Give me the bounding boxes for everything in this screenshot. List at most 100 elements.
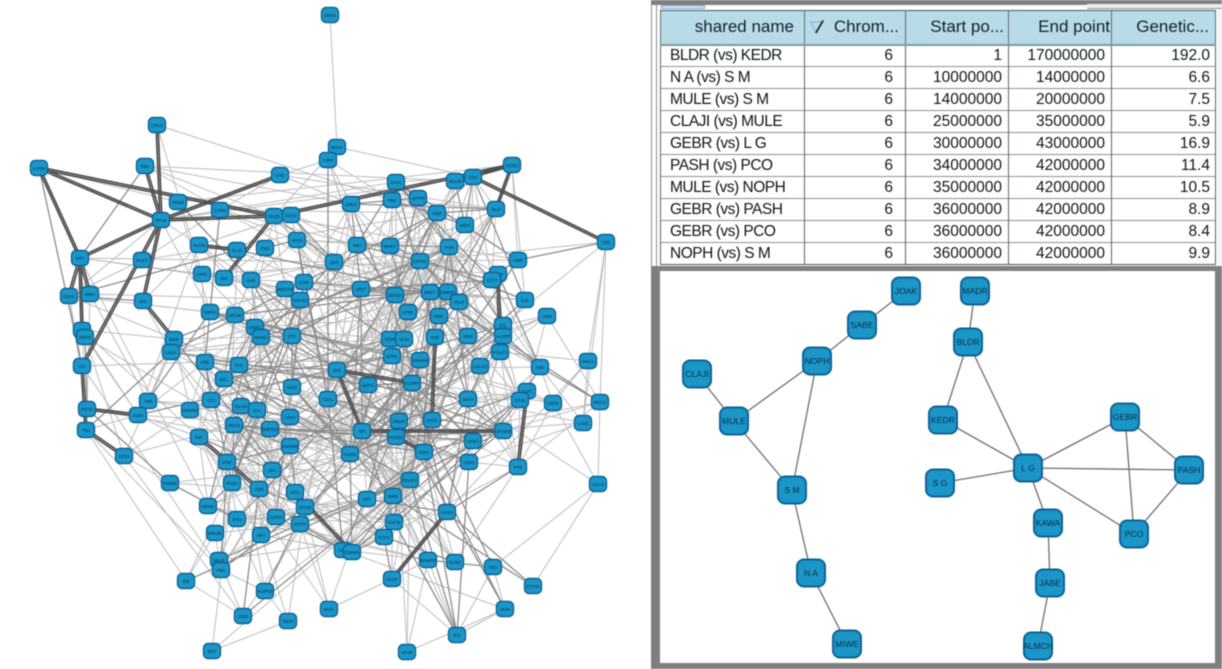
svg-text:LHOM: LHOM xyxy=(33,166,46,171)
svg-text:WNHRL: WNHRL xyxy=(207,531,223,536)
svg-text:PPB: PPB xyxy=(514,465,523,470)
svg-text:CHCL: CHCL xyxy=(390,180,402,185)
svg-text:TBOO: TBOO xyxy=(282,619,295,624)
svg-text:PBK: PBK xyxy=(217,568,226,573)
svg-text:KWFK: KWFK xyxy=(249,325,261,330)
svg-text:SABE: SABE xyxy=(851,320,874,330)
svg-text:AWIS: AWIS xyxy=(133,413,144,418)
svg-text:JPSF: JPSF xyxy=(222,460,233,465)
svg-text:TDAT: TDAT xyxy=(454,300,465,305)
svg-text:DTB: DTB xyxy=(276,173,285,178)
svg-text:FJRP: FJRP xyxy=(323,158,334,163)
svg-text:HWCU: HWCU xyxy=(581,359,594,364)
svg-text:TBJ: TBJ xyxy=(82,428,89,433)
svg-text:BLDR: BLDR xyxy=(957,337,980,347)
svg-text:MULE: MULE xyxy=(722,416,746,426)
svg-text:URARM: URARM xyxy=(495,429,511,434)
svg-text:RTF: RTF xyxy=(363,497,372,502)
svg-text:EIDR: EIDR xyxy=(385,337,395,342)
svg-text:JBA: JBA xyxy=(220,276,228,281)
svg-text:UORL: UORL xyxy=(402,310,414,315)
svg-text:MDUR: MDUR xyxy=(449,179,462,184)
svg-text:MKSE: MKSE xyxy=(213,558,225,563)
svg-text:MGI: MGI xyxy=(139,299,147,304)
svg-text:OLJA: OLJA xyxy=(232,248,243,253)
svg-text:GEFF: GEFF xyxy=(547,401,559,406)
svg-text:RWE: RWE xyxy=(434,314,444,319)
svg-text:N A: N A xyxy=(804,568,818,578)
svg-text:ELMS: ELMS xyxy=(449,560,461,565)
svg-text:HPJ: HPJ xyxy=(257,533,265,538)
svg-text:KKPK: KKPK xyxy=(386,354,397,359)
svg-text:RSO: RSO xyxy=(260,246,270,251)
svg-text:AFEL: AFEL xyxy=(290,490,301,495)
svg-text:RCOEK: RCOEK xyxy=(389,435,404,440)
svg-text:KLNO: KLNO xyxy=(285,213,297,218)
svg-text:TWK: TWK xyxy=(143,399,153,404)
svg-text:OCEP: OCEP xyxy=(386,577,398,582)
svg-text:UDFSK: UDFSK xyxy=(388,293,402,298)
svg-text:BWR: BWR xyxy=(388,494,398,499)
svg-text:DNNH: DNNH xyxy=(393,419,405,424)
svg-text:CHRM: CHRM xyxy=(214,208,227,213)
svg-text:BSDMW: BSDMW xyxy=(282,444,298,449)
svg-text:JIIG: JIIG xyxy=(268,468,276,473)
svg-text:IITL: IITL xyxy=(499,323,507,328)
svg-text:NONS: NONS xyxy=(202,504,214,509)
svg-text:NPF: NPF xyxy=(76,256,85,261)
svg-text:ALMCH: ALMCH xyxy=(1023,641,1053,651)
svg-text:TCFC: TCFC xyxy=(521,389,532,394)
svg-text:JABE: JABE xyxy=(1039,578,1061,588)
svg-text:CIA: CIA xyxy=(79,364,86,369)
svg-text:NGKI: NGKI xyxy=(324,607,334,612)
svg-text:TADOK: TADOK xyxy=(343,452,357,457)
svg-text:AGFBC: AGFBC xyxy=(269,515,283,520)
svg-text:PAW: PAW xyxy=(444,245,453,250)
svg-text:CJA: CJA xyxy=(521,298,529,303)
svg-text:PCO: PCO xyxy=(1125,529,1144,539)
svg-text:WWTPS: WWTPS xyxy=(277,287,293,292)
svg-text:DDPB: DDPB xyxy=(79,335,91,340)
svg-text:JPET: JPET xyxy=(356,287,367,292)
svg-text:GOAC: GOAC xyxy=(63,294,75,299)
svg-text:OTJS: OTJS xyxy=(515,398,526,403)
svg-text:NWS: NWS xyxy=(463,334,473,339)
svg-text:DEL: DEL xyxy=(220,377,229,382)
svg-text:MADR: MADR xyxy=(962,286,987,296)
svg-text:JGSA: JGSA xyxy=(292,238,303,243)
svg-text:JMRD: JMRD xyxy=(324,13,336,18)
svg-text:EIA: EIA xyxy=(254,408,261,413)
svg-text:HKNMB: HKNMB xyxy=(182,408,197,413)
svg-text:LKGA: LKGA xyxy=(165,350,176,355)
svg-text:ECHJ: ECHJ xyxy=(379,535,390,540)
svg-text:GTTT: GTTT xyxy=(487,278,498,283)
svg-text:MIH: MIH xyxy=(353,243,361,248)
svg-text:WOWJ: WOWJ xyxy=(254,335,267,340)
svg-text:MFGM: MFGM xyxy=(229,313,242,318)
svg-text:PRND: PRND xyxy=(172,200,184,205)
svg-text:OTJ: OTJ xyxy=(207,398,215,403)
svg-text:DEIM: DEIM xyxy=(119,454,130,459)
svg-text:WHET: WHET xyxy=(384,244,397,249)
svg-text:KAN: KAN xyxy=(247,278,256,283)
svg-text:OJKG: OJKG xyxy=(463,460,474,465)
svg-text:CDU: CDU xyxy=(468,175,477,180)
svg-text:NAID: NAID xyxy=(287,385,297,390)
svg-text:PETG: PETG xyxy=(81,407,92,412)
svg-text:HMR: HMR xyxy=(513,258,523,263)
svg-text:HUW: HUW xyxy=(500,607,510,612)
svg-text:BEH: BEH xyxy=(208,649,217,654)
svg-text:FIWH: FIWH xyxy=(419,450,430,455)
svg-text:NUCW: NUCW xyxy=(387,520,400,525)
svg-text:PFAK: PFAK xyxy=(156,218,167,223)
svg-text:MIWE: MIWE xyxy=(835,639,859,649)
svg-text:LNFE: LNFE xyxy=(197,272,208,277)
svg-text:WTPT: WTPT xyxy=(294,522,306,527)
svg-text:ROCS: ROCS xyxy=(594,400,606,405)
svg-text:PBK: PBK xyxy=(388,198,397,203)
svg-text:PASH: PASH xyxy=(1178,465,1201,475)
svg-text:KEDW: KEDW xyxy=(299,505,312,510)
svg-text:ALORP: ALORP xyxy=(405,381,419,386)
svg-text:CSKMS: CSKMS xyxy=(345,550,360,555)
svg-text:FPG: FPG xyxy=(235,363,244,368)
